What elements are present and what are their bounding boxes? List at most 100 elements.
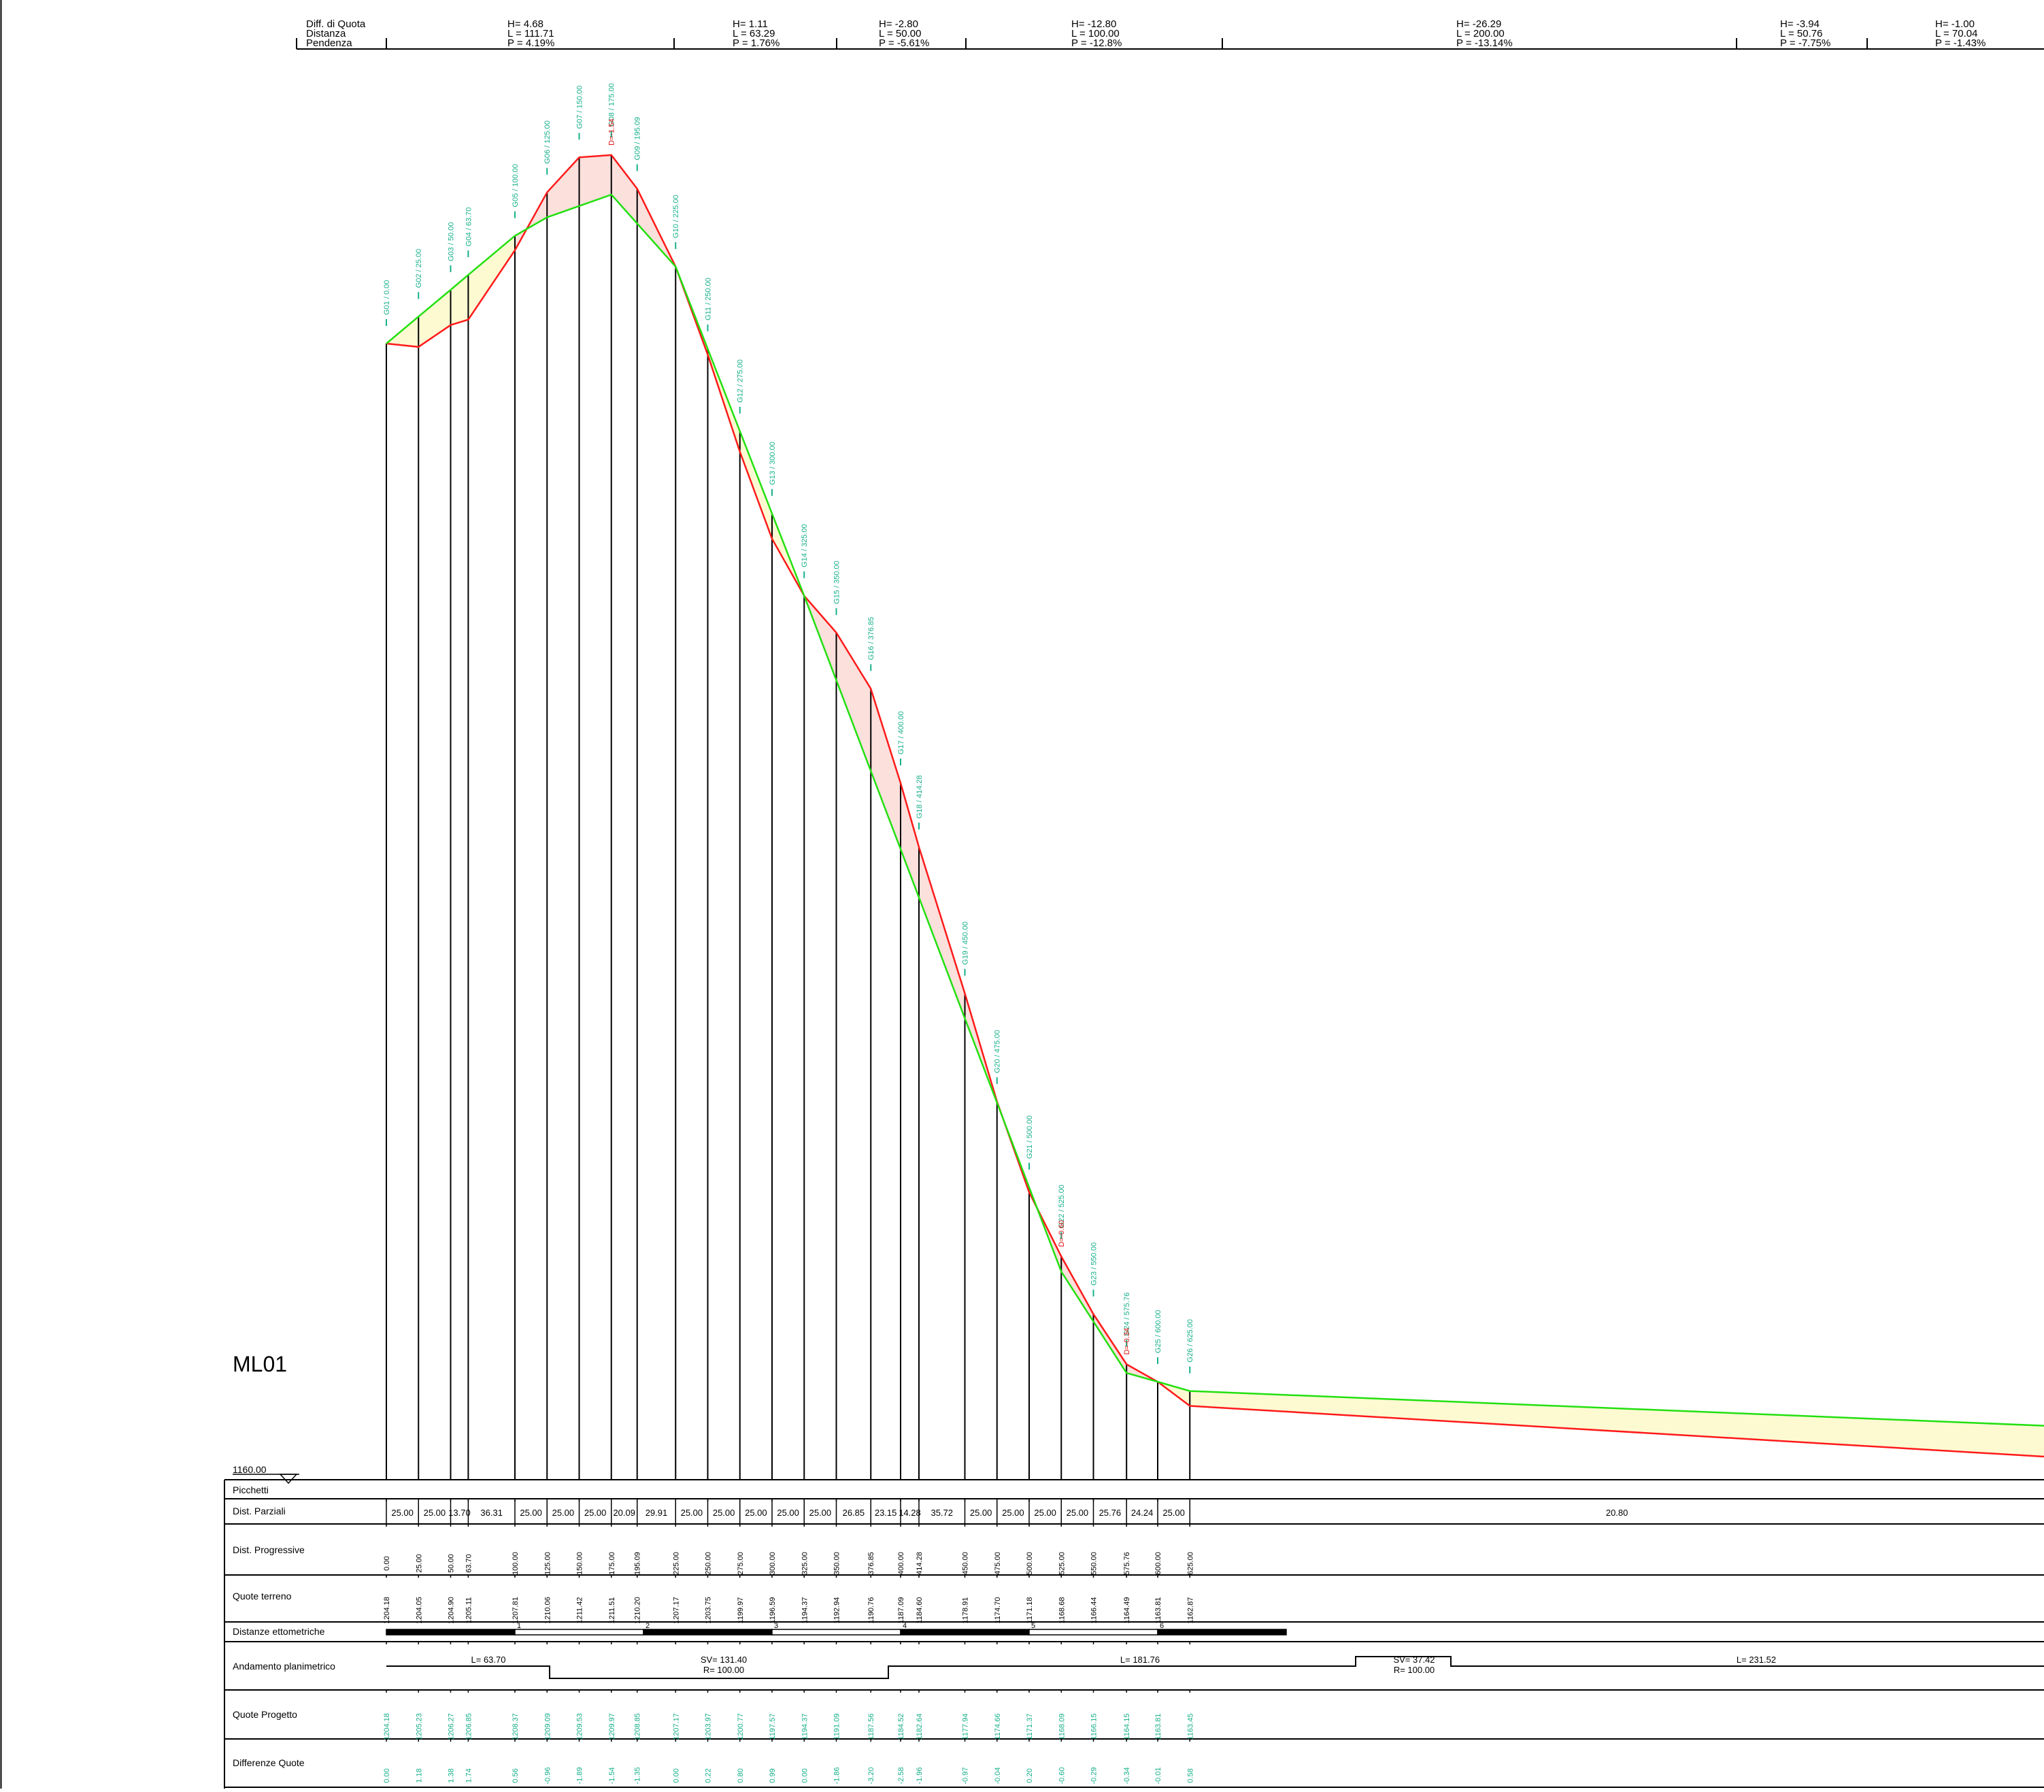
progetto-value: 1194.37: [801, 1714, 809, 1740]
terreno-value: 1210.20: [634, 1597, 642, 1624]
parziale-value: 20.80: [1606, 1508, 1628, 1518]
cut-fill-area: [836, 632, 871, 771]
progetto-value: 1197.57: [769, 1714, 777, 1740]
hectometric-mark: 6: [1160, 1622, 1164, 1630]
progetto-value: 1206.85: [465, 1713, 473, 1740]
progetto-value: 1174.66: [994, 1714, 1002, 1740]
station-label: G01 / 0.00: [383, 280, 391, 315]
parziale-value: 29.91: [646, 1508, 668, 1518]
parziale-value: 13.70: [448, 1508, 471, 1518]
progetto-value: 1204.18: [383, 1713, 391, 1740]
parziale-value: 25.00: [584, 1508, 607, 1518]
progressive-value: 125.00: [543, 1552, 552, 1575]
differenza-value: -1.35: [634, 1767, 642, 1784]
planimetric-trace: [386, 1656, 2044, 1679]
slope-l-text: L = 50.00: [879, 28, 921, 39]
parziale-value: 25.00: [1002, 1508, 1024, 1518]
terreno-value: 1166.44: [1090, 1597, 1099, 1624]
parziale-value: 25.00: [1034, 1508, 1056, 1518]
station-label: G04 / 63.70: [465, 208, 473, 247]
station-label: G11 / 250.00: [705, 278, 713, 320]
station-label: G21 / 500.00: [1026, 1116, 1034, 1159]
differenza-value: 1.18: [415, 1768, 423, 1782]
terreno-value: 1204.05: [415, 1597, 423, 1624]
station-label: G06 / 125.00: [543, 120, 552, 164]
hectometric-segment: [1157, 1629, 1287, 1636]
cut-fill-area: [739, 431, 772, 539]
parziale-value: 25.00: [745, 1508, 767, 1518]
parziale-value: 25.00: [1067, 1508, 1089, 1518]
slope-p-text: P = 1.76%: [733, 37, 780, 49]
differenza-value: -0.96: [543, 1767, 552, 1784]
station-labels: G01 / 0.00 G02 / 25.00 G03 / 50.00 G04 / 63…: [383, 83, 1194, 1374]
parziale-value: 25.00: [777, 1508, 799, 1518]
progetto-value: 1163.81: [1154, 1714, 1162, 1740]
differenza-value: 1.38: [448, 1768, 456, 1782]
parziale-value: 25.00: [520, 1508, 542, 1518]
parziale-value: 35.72: [931, 1508, 953, 1518]
terreno-value: 1199.97: [737, 1597, 745, 1624]
parziale-value: 25.76: [1099, 1508, 1122, 1518]
differenza-value: 0.00: [383, 1768, 391, 1782]
parziale-value: 25.00: [424, 1508, 446, 1518]
hectometric-mark: 1: [517, 1622, 521, 1630]
differenza-value: -0.97: [962, 1767, 970, 1784]
terreno-value: 1168.68: [1058, 1597, 1066, 1624]
hectometric-segment: [514, 1629, 644, 1636]
slope-header: Diff. di Quota Distanza Pendenza H= 4.68…: [296, 18, 2044, 50]
cut-fill-areas: [386, 154, 2044, 1457]
terreno-value: 1164.49: [1123, 1597, 1131, 1624]
differenza-value: -0.60: [1058, 1767, 1066, 1784]
row-label-progetto: Quote Progetto: [233, 1709, 297, 1720]
progetto-value: 1206.27: [448, 1713, 456, 1740]
differenza-value: 1.74: [465, 1768, 473, 1782]
terreno-value: 1204.18: [383, 1597, 391, 1624]
differenza-value: -1.54: [608, 1767, 616, 1784]
station-label: G09 / 195.09: [634, 117, 642, 161]
station-label: G23 / 550.00: [1090, 1242, 1099, 1286]
slope-h-text: H= 1.11: [733, 18, 768, 30]
station-label: G08 / 175.00: [608, 83, 616, 127]
cut-fill-area: [611, 154, 637, 224]
slope-p-text: P = -5.61%: [879, 37, 929, 49]
parziale-value: 25.00: [1162, 1508, 1185, 1518]
differenza-value: 0.22: [705, 1768, 713, 1782]
progressive-value: 500.00: [1026, 1552, 1034, 1575]
parziale-value: 25.00: [552, 1508, 575, 1518]
progressive-value: 250.00: [705, 1552, 713, 1575]
progetto-value: 1163.45: [1186, 1714, 1194, 1740]
hectometric-segment: [900, 1629, 1030, 1636]
station-label: G13 / 300.00: [769, 442, 777, 485]
cut-fill-area: [418, 289, 451, 347]
progressive-value: 376.85: [867, 1552, 875, 1575]
terreno-value: 1204.90: [448, 1597, 456, 1624]
planimetric-segment-label: L= 231.52: [1737, 1655, 1776, 1665]
station-label: G24 / 575.76: [1123, 1293, 1131, 1336]
differenza-value: -0.01: [1154, 1767, 1162, 1784]
progressive-value: 150.00: [576, 1552, 584, 1575]
parziale-value: 24.24: [1131, 1508, 1154, 1518]
slope-l-text: L = 111.71: [507, 28, 554, 39]
hectometric-segment: [386, 1629, 516, 1636]
slope-h-text: H= -1.00: [1935, 18, 1975, 30]
cut-fill-area: [450, 275, 469, 325]
parziale-value: 25.00: [970, 1508, 992, 1518]
progetto-value: 1200.77: [737, 1713, 745, 1740]
parziale-value: 26.85: [843, 1508, 865, 1518]
terreno-value: 1184.60: [916, 1597, 924, 1624]
terreno-value: 1207.81: [512, 1597, 520, 1624]
progressive-value: 550.00: [1090, 1552, 1099, 1575]
slope-l-text: L = 63.29: [733, 28, 775, 39]
slope-h-text: H= 4.68: [507, 18, 543, 30]
progetto-value: 1171.37: [1026, 1714, 1034, 1740]
progetto-value: 1209.97: [608, 1713, 616, 1740]
progetto-value: 1208.85: [634, 1713, 642, 1740]
slope-p-text: P = -7.75%: [1780, 37, 1830, 49]
differenza-value: 0.80: [737, 1768, 745, 1782]
parziale-value: 25.00: [391, 1508, 414, 1518]
terreno-value: 1203.75: [705, 1597, 713, 1624]
terreno-value: 1196.59: [769, 1597, 777, 1624]
progressive-value: 325.00: [801, 1552, 809, 1575]
